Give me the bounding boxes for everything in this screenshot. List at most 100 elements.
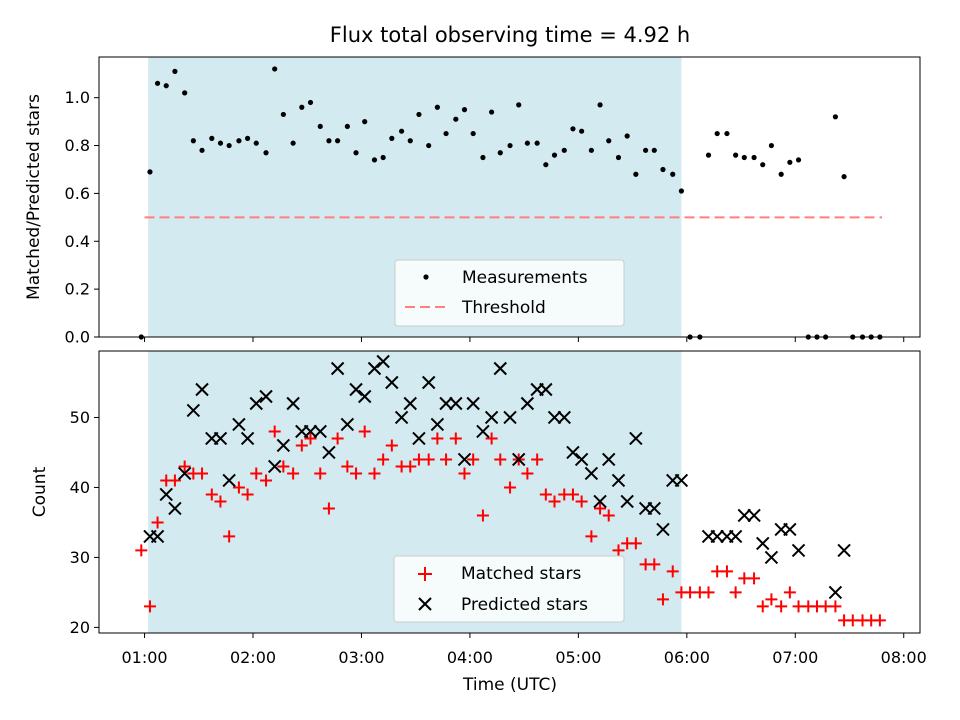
measurement-point bbox=[570, 126, 576, 132]
measurement-point bbox=[353, 150, 359, 156]
matched-star-point bbox=[205, 488, 218, 501]
predicted-star-point bbox=[620, 494, 634, 509]
predicted-star-point bbox=[466, 396, 480, 411]
matched-star-point bbox=[602, 509, 615, 522]
predicted-star-point bbox=[791, 543, 806, 558]
predicted-star-point bbox=[593, 494, 607, 509]
predicted-star-point bbox=[240, 431, 255, 446]
predicted-star-point bbox=[484, 410, 499, 425]
bottom-points-layer bbox=[135, 354, 886, 627]
predicted-star-point bbox=[728, 529, 743, 544]
legend-matched-marker bbox=[418, 567, 432, 581]
measurement-point bbox=[633, 171, 639, 177]
matched-star-point bbox=[223, 530, 236, 543]
legend-measurements-label: Measurements bbox=[462, 268, 588, 288]
top-axes-frame bbox=[98, 56, 921, 338]
predicted-star-point bbox=[737, 508, 752, 523]
bottom-ytick-label: 20 bbox=[70, 618, 90, 637]
bottom-x-ticks: 01:00 02:00 03:00 04:00 05:00 06:00 07:00 08:00 bbox=[121, 633, 927, 667]
matched-star-point bbox=[720, 565, 733, 578]
predicted-star-point bbox=[602, 452, 616, 467]
measurement-point bbox=[768, 142, 775, 149]
predicted-star-point bbox=[449, 396, 463, 411]
predicted-star-point bbox=[674, 473, 689, 488]
matched-star-point bbox=[873, 614, 886, 627]
measurement-point bbox=[253, 140, 259, 146]
measurement-point bbox=[182, 90, 188, 96]
measurement-point bbox=[416, 111, 422, 118]
measurement-point bbox=[426, 142, 432, 149]
predicted-star-point bbox=[376, 354, 390, 369]
xtick-label: 06:00 bbox=[664, 648, 710, 667]
predicted-star-point bbox=[756, 536, 770, 551]
predicted-star-point bbox=[213, 431, 228, 446]
predicted-star-point bbox=[629, 431, 643, 446]
bottom-ytick-label: 40 bbox=[70, 478, 90, 497]
predicted-star-point bbox=[313, 424, 327, 439]
top-ytick-label: 0.6 bbox=[65, 184, 90, 203]
matched-star-point bbox=[250, 467, 263, 480]
predicted-star-point bbox=[367, 361, 382, 376]
measurement-point bbox=[362, 119, 368, 125]
xtick-label: 05:00 bbox=[555, 648, 601, 667]
matched-star-point bbox=[358, 425, 371, 438]
predicted-star-point bbox=[457, 452, 472, 467]
xtick-label: 01:00 bbox=[121, 648, 167, 667]
xtick-label: 02:00 bbox=[230, 648, 276, 667]
predicted-star-point bbox=[430, 417, 445, 432]
bottom-ytick-label: 30 bbox=[70, 548, 90, 567]
matched-star-point bbox=[404, 460, 417, 473]
matched-star-point bbox=[241, 488, 254, 501]
measurement-point bbox=[371, 157, 378, 163]
matched-star-point bbox=[377, 453, 390, 466]
bottom-y-ticks: 20 30 40 50 bbox=[70, 408, 99, 637]
measurement-point bbox=[497, 150, 503, 156]
top-x-ticks bbox=[144, 337, 905, 342]
predicted-star-point bbox=[764, 550, 779, 565]
matched-star-point bbox=[765, 593, 778, 606]
predicted-star-point bbox=[394, 410, 409, 425]
matched-star-point bbox=[656, 593, 669, 606]
measurement-point bbox=[398, 128, 405, 134]
predicted-star-point bbox=[385, 375, 399, 390]
predicted-star-point bbox=[710, 529, 724, 544]
predicted-star-point bbox=[747, 508, 761, 523]
matched-star-point bbox=[548, 495, 561, 508]
measurement-point bbox=[389, 135, 395, 141]
matched-star-point bbox=[585, 530, 598, 543]
predicted-star-point bbox=[828, 585, 843, 600]
predicted-star-point bbox=[195, 382, 209, 397]
measurement-point bbox=[236, 138, 242, 144]
matched-star-point bbox=[485, 432, 498, 445]
predicted-star-point bbox=[783, 522, 797, 537]
matched-star-point bbox=[232, 481, 245, 494]
measurement-point bbox=[317, 123, 323, 130]
predicted-star-point bbox=[574, 452, 589, 467]
predicted-star-point bbox=[421, 375, 436, 390]
measurement-point bbox=[651, 147, 657, 153]
measurement-point bbox=[551, 152, 558, 158]
xtick-label: 03:00 bbox=[338, 648, 384, 667]
measurement-point bbox=[334, 138, 341, 144]
matched-star-point bbox=[476, 509, 489, 522]
matched-star-point bbox=[648, 558, 661, 571]
bottom-legend: Matched stars Predicted stars bbox=[393, 555, 625, 623]
predicted-star-point bbox=[520, 396, 535, 411]
top-ytick-label: 0.0 bbox=[65, 328, 90, 347]
chart-title: Flux total observing time = 4.92 h bbox=[330, 23, 690, 47]
top-ytick-label: 1.0 bbox=[65, 88, 90, 107]
predicted-star-point bbox=[557, 410, 571, 425]
xtick-label: 08:00 bbox=[881, 648, 927, 667]
measurement-point bbox=[832, 114, 839, 120]
measurement-point bbox=[489, 109, 495, 115]
predicted-star-point bbox=[647, 501, 661, 516]
measurement-point bbox=[597, 102, 603, 108]
measurement-point bbox=[244, 135, 251, 141]
predicted-star-point bbox=[547, 410, 562, 425]
measurement-point bbox=[407, 138, 413, 144]
matched-star-point bbox=[350, 467, 363, 480]
measurement-point bbox=[380, 154, 386, 161]
measurement-point bbox=[326, 138, 332, 144]
measurement-point bbox=[606, 138, 612, 144]
